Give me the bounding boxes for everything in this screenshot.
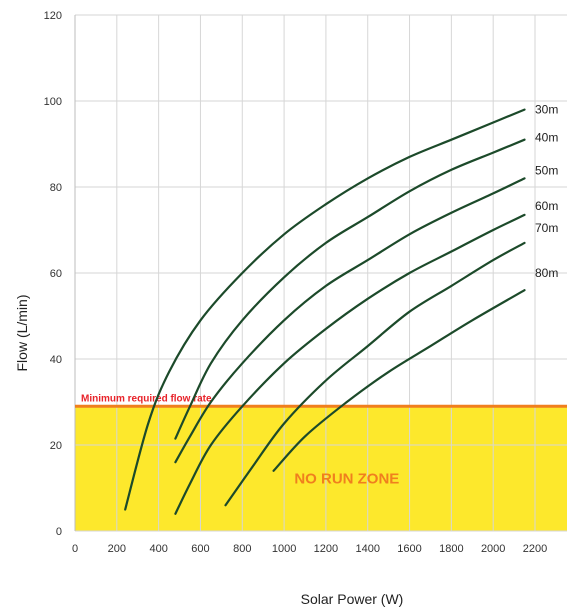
grid — [74, 14, 567, 532]
x-tick-label: 600 — [191, 543, 209, 555]
series-label: 50m — [535, 163, 558, 177]
y-tick-label: 100 — [44, 96, 62, 108]
series-line-70m — [224, 241, 526, 507]
y-tick-label: 40 — [50, 354, 62, 366]
x-tick-label: 1000 — [272, 543, 296, 555]
series-label: 80m — [535, 266, 558, 280]
series-line-80m — [272, 289, 526, 472]
zone-label: NO RUN ZONE — [294, 471, 399, 488]
x-tick-label: 200 — [108, 543, 126, 555]
x-tick-label: 1400 — [355, 543, 379, 555]
y-tick-label: 120 — [44, 10, 62, 22]
x-tick-label: 1200 — [314, 543, 338, 555]
series-label: 30m — [535, 103, 558, 117]
x-tick-label: 1600 — [397, 543, 421, 555]
series-line-50m — [174, 177, 526, 464]
zone-area — [75, 406, 567, 531]
x-tick-label: 1800 — [439, 543, 463, 555]
y-tick-label: 20 — [50, 440, 62, 452]
y-tick-label: 0 — [56, 526, 62, 538]
y-axis-title: Flow (L/min) — [14, 294, 30, 371]
y-tick-label: 80 — [50, 182, 62, 194]
series-line-30m — [124, 108, 526, 511]
x-tick-label: 2200 — [523, 543, 547, 555]
series-label: 70m — [535, 221, 558, 235]
series-label: 40m — [535, 131, 558, 145]
x-tick-label: 400 — [149, 543, 167, 555]
x-tick-label: 0 — [72, 543, 78, 555]
y-tick-label: 60 — [50, 268, 62, 280]
series-group: 30m 40m 50m 60m 70m 80m — [124, 103, 558, 515]
x-tick-label: 2000 — [481, 543, 505, 555]
threshold-label: Minimum required flow rate — [81, 393, 212, 404]
x-axis-title: Solar Power (W) — [301, 591, 404, 607]
series-label: 60m — [535, 199, 558, 213]
tick-group: 0 200 400 600 800 1000 1200 1400 1600 1800 2000 220… — [44, 10, 548, 555]
series-line-60m — [174, 213, 526, 515]
series-line-40m — [174, 138, 526, 440]
x-tick-label: 800 — [233, 543, 251, 555]
